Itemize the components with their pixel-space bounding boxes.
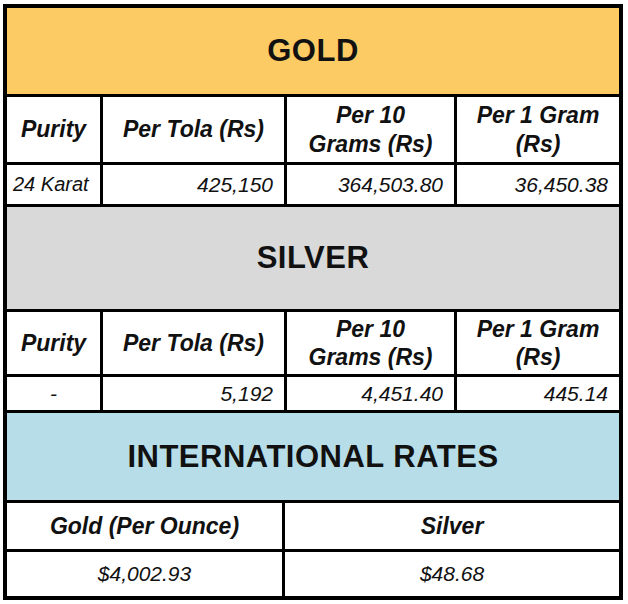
international-gold-per-ounce-cell: $4,002.93 (7, 552, 285, 596)
international-header-silver: Silver (285, 503, 619, 549)
gold-section-title: GOLD (267, 33, 359, 69)
silver-per-10-grams-cell: 4,451.40 (287, 377, 457, 410)
silver-column-header-row: Purity Per Tola (Rs) Per 10 Grams (Rs) P… (7, 312, 619, 377)
silver-header-purity: Purity (7, 312, 103, 374)
gold-header-per-tola: Per Tola (Rs) (103, 97, 287, 162)
gold-per-10-grams-cell: 364,503.80 (287, 165, 457, 204)
gold-header-per-1-gram: Per 1 Gram (Rs) (457, 97, 619, 162)
rates-table: GOLD Purity Per Tola (Rs) Per 10 Grams (… (3, 4, 623, 600)
gold-header-purity: Purity (7, 97, 103, 162)
silver-data-row: - 5,192 4,451.40 445.14 (7, 377, 619, 413)
silver-header-per-tola: Per Tola (Rs) (103, 312, 287, 374)
gold-data-row: 24 Karat 425,150 364,503.80 36,450.38 (7, 165, 619, 207)
international-section-title: INTERNATIONAL RATES (127, 439, 498, 475)
gold-per-1-gram-cell: 36,450.38 (457, 165, 619, 204)
gold-column-header-row: Purity Per Tola (Rs) Per 10 Grams (Rs) P… (7, 97, 619, 165)
silver-section-header: SILVER (7, 207, 619, 312)
silver-per-1-gram-cell: 445.14 (457, 377, 619, 410)
silver-header-per-1-gram: Per 1 Gram (Rs) (457, 312, 619, 374)
gold-per-tola-cell: 425,150 (103, 165, 287, 204)
silver-per-tola-cell: 5,192 (103, 377, 287, 410)
rates-screenshot: GOLD Purity Per Tola (Rs) Per 10 Grams (… (0, 0, 628, 604)
international-header-gold-per-ounce: Gold (Per Ounce) (7, 503, 285, 549)
silver-section-title: SILVER (257, 240, 370, 276)
international-silver-cell: $48.68 (285, 552, 619, 596)
silver-header-per-10-grams: Per 10 Grams (Rs) (287, 312, 457, 374)
international-section-header: INTERNATIONAL RATES (7, 413, 619, 503)
gold-header-per-10-grams: Per 10 Grams (Rs) (287, 97, 457, 162)
gold-purity-cell: 24 Karat (7, 165, 103, 204)
gold-section-header: GOLD (7, 8, 619, 97)
silver-purity-cell: - (7, 377, 103, 410)
international-data-row: $4,002.93 $48.68 (7, 552, 619, 596)
international-column-header-row: Gold (Per Ounce) Silver (7, 503, 619, 552)
